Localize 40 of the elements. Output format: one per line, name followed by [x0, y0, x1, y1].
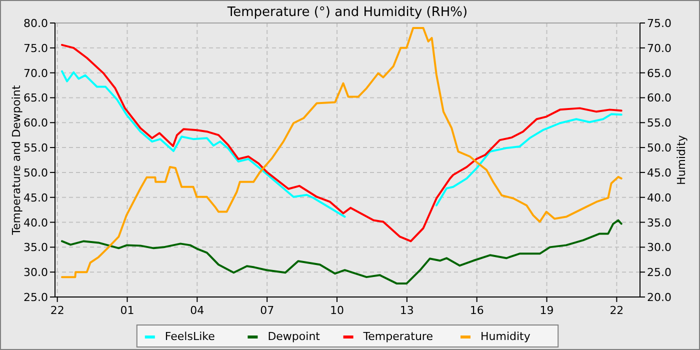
y-tick-label: 45.0 — [24, 191, 48, 204]
x-tick-label: 07 — [260, 304, 274, 317]
x-tick-label: 22 — [50, 304, 64, 317]
y-tick-label: 30.0 — [24, 266, 48, 280]
y-tick-label: 35.0 — [24, 241, 48, 254]
y-tick-label: 60.0 — [24, 116, 48, 130]
legend-label: FeelsLike — [164, 330, 216, 343]
y2-tick-label: 30.0 — [647, 241, 672, 254]
y-tick-label: 75.0 — [24, 42, 48, 55]
y2-tick-label: 70.0 — [647, 42, 672, 55]
y2-tick-label: 75.0 — [647, 17, 672, 30]
y2-tick-label: 65.0 — [647, 66, 672, 80]
y-tick-label: 40.0 — [24, 216, 48, 230]
y-axis-title: Temperature and Dewpoint — [10, 84, 23, 236]
x-tick-label: 16 — [470, 304, 484, 317]
y2-tick-label: 25.0 — [647, 266, 672, 280]
x-tick-label: 04 — [190, 304, 204, 317]
chart-title: Temperature (°) and Humidity (RH%) — [226, 5, 468, 20]
legend-label: Temperature — [362, 330, 434, 343]
y-tick-label: 55.0 — [24, 142, 48, 155]
y-tick-label: 70.0 — [24, 66, 48, 80]
y2-tick-label: 20.0 — [647, 291, 672, 304]
y2-tick-label: 45.0 — [647, 166, 672, 180]
x-tick-label: 01 — [120, 304, 134, 317]
y-tick-label: 80.0 — [24, 17, 48, 30]
y2-tick-label: 55.0 — [647, 116, 672, 130]
y-tick-label: 50.0 — [24, 166, 48, 180]
y-tick-label: 65.0 — [24, 92, 48, 105]
legend-label: Dewpoint — [268, 330, 321, 343]
legend-label: Humidity — [480, 330, 531, 343]
x-tick-label: 19 — [540, 304, 554, 317]
y2-tick-label: 35.0 — [647, 216, 672, 230]
y2-tick-label: 40.0 — [647, 191, 672, 204]
x-tick-label: 13 — [400, 304, 414, 317]
x-tick-label: 22 — [610, 304, 624, 317]
y2-axis-title: Humidity — [675, 134, 688, 185]
y2-tick-label: 50.0 — [647, 142, 672, 155]
y2-tick-label: 60.0 — [647, 92, 672, 105]
y-tick-label: 25.0 — [24, 291, 48, 304]
x-tick-label: 10 — [330, 304, 344, 317]
